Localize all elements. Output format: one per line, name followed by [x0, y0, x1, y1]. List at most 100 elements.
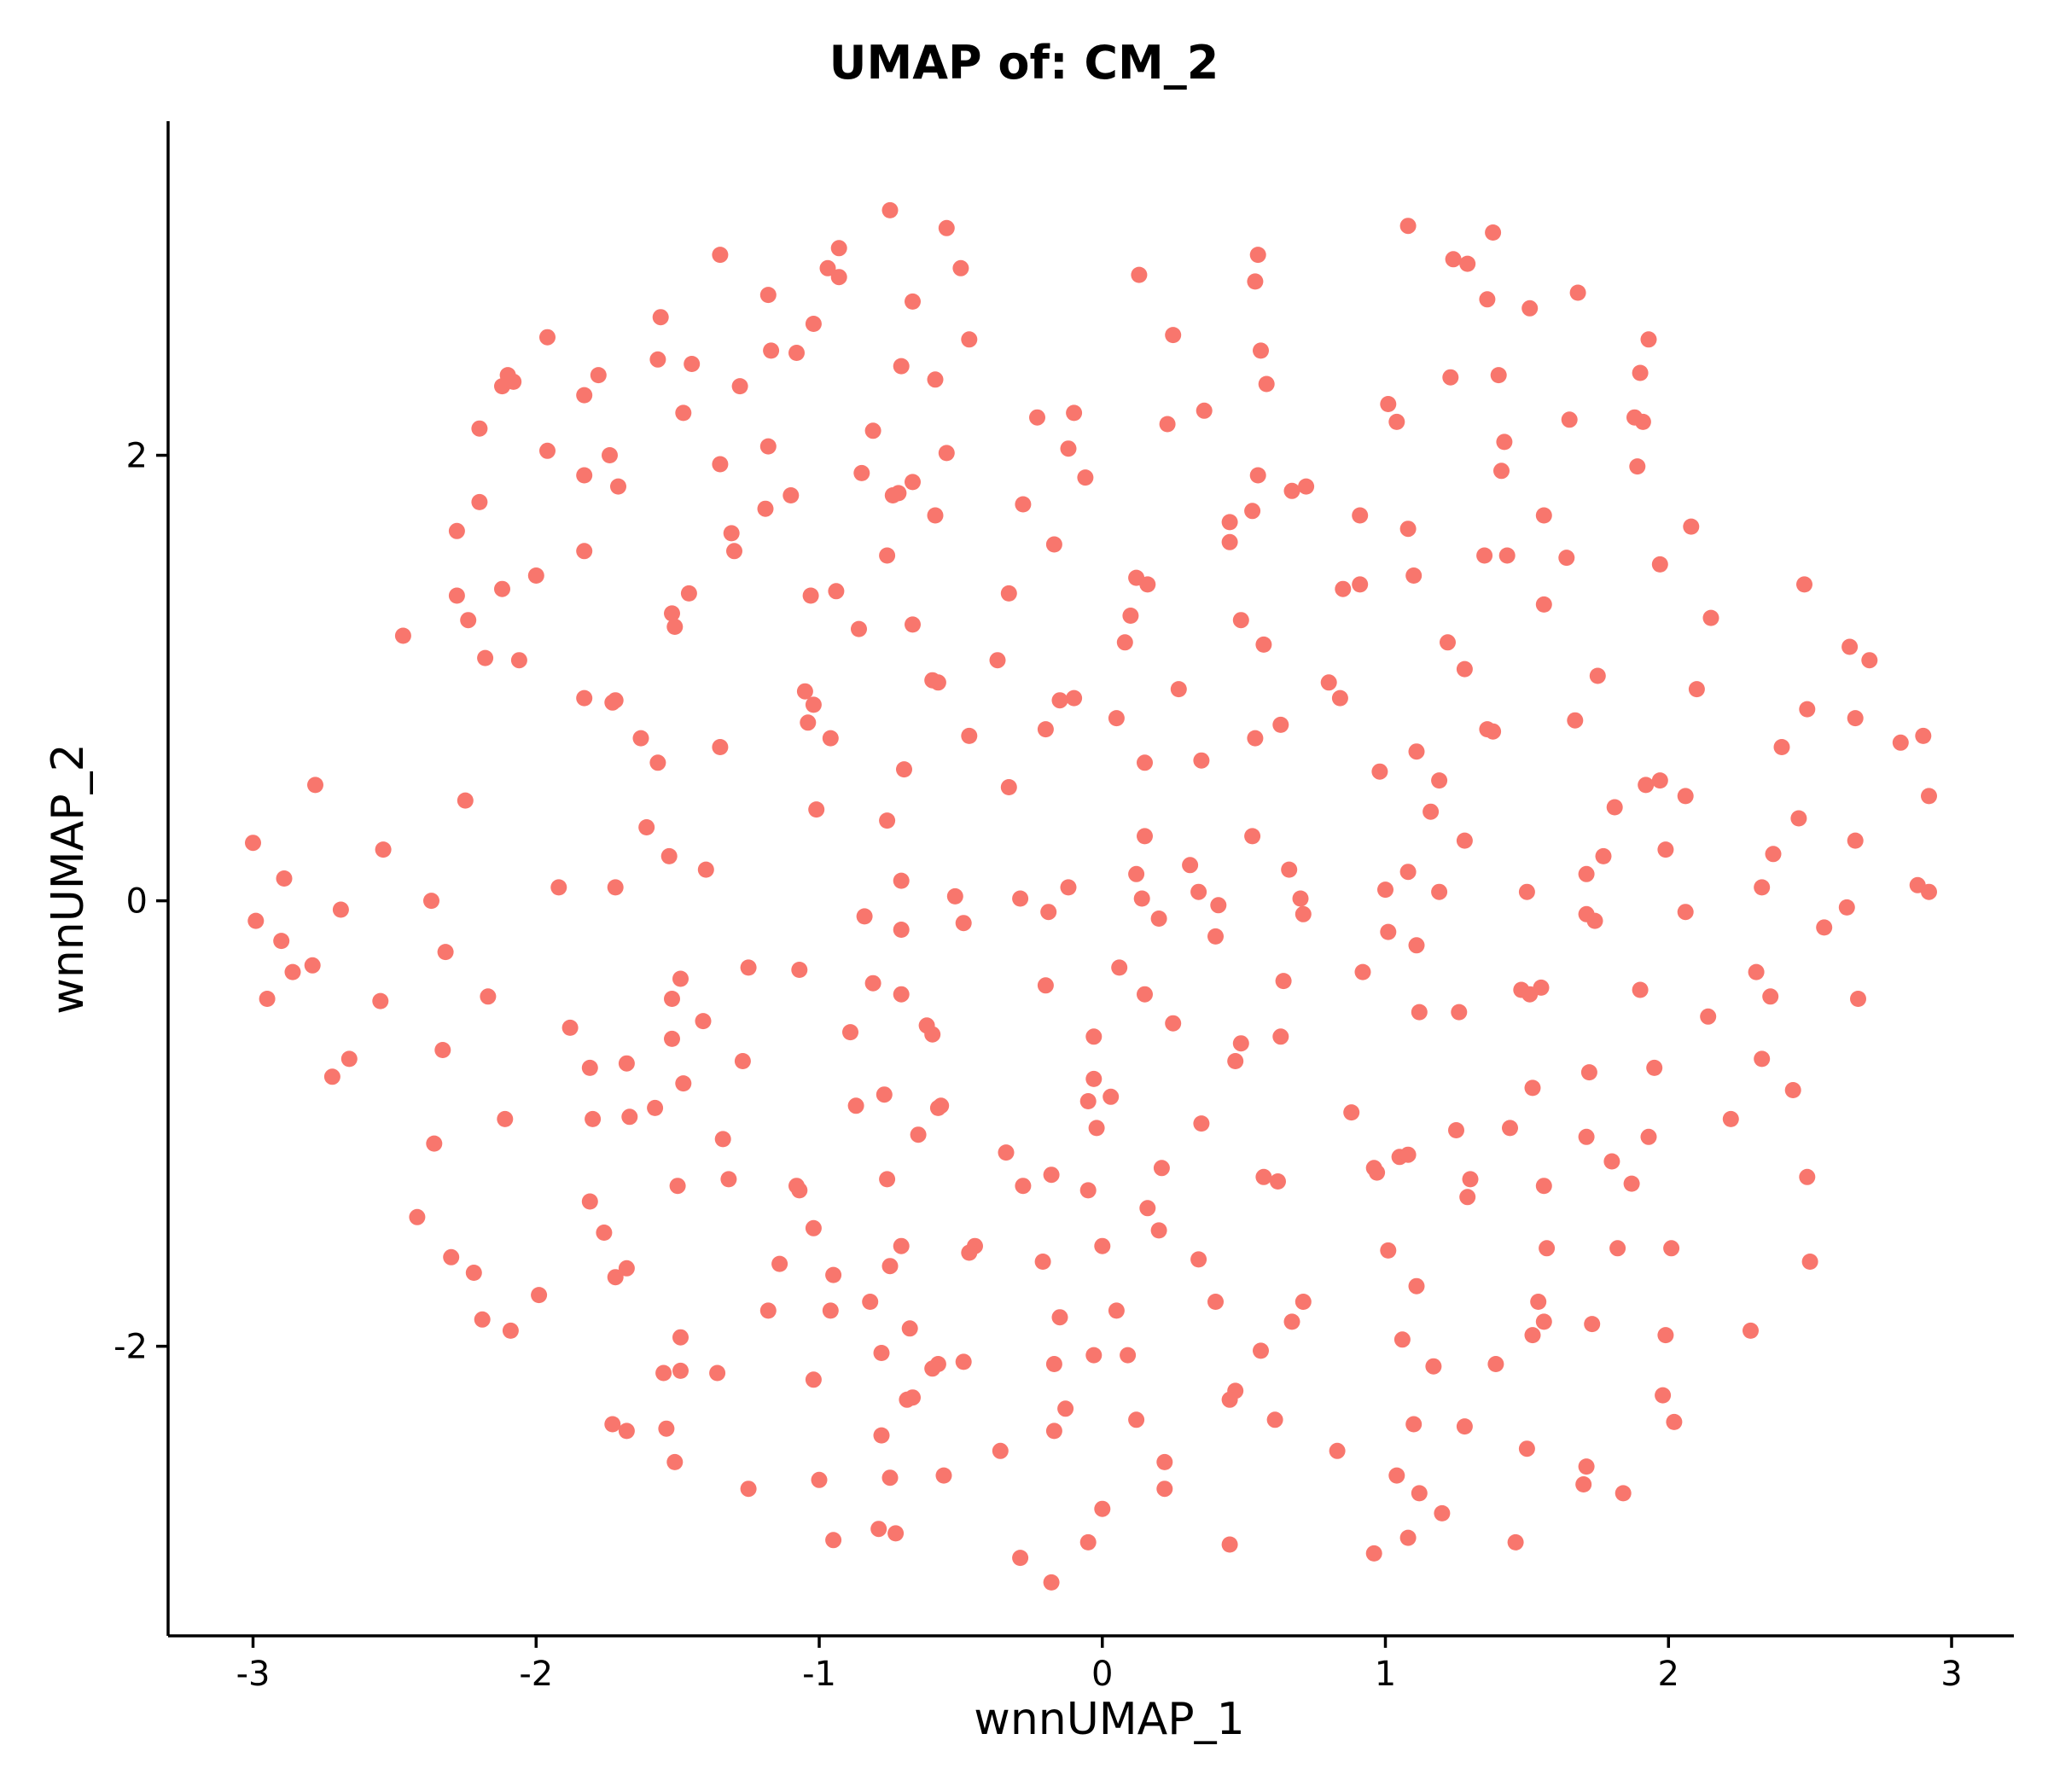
data-point: [1485, 723, 1502, 740]
data-point: [881, 201, 899, 218]
data-point: [1425, 1358, 1442, 1375]
data-point: [1431, 883, 1448, 900]
data-point: [434, 1042, 451, 1058]
data-point: [590, 367, 607, 384]
data-point: [1077, 469, 1094, 486]
data-point: [881, 1469, 899, 1487]
data-point: [1677, 904, 1694, 921]
data-point: [1539, 1240, 1556, 1257]
data-point: [712, 456, 729, 473]
data-point: [788, 345, 805, 361]
data-point: [1298, 478, 1315, 495]
data-point: [1411, 1485, 1428, 1502]
data-point: [664, 605, 680, 622]
data-point: [1535, 507, 1552, 524]
data-point: [1399, 1146, 1417, 1163]
data-point: [1799, 701, 1816, 718]
data-point: [952, 259, 969, 276]
data-point: [1915, 727, 1932, 744]
data-point: [621, 1108, 638, 1126]
data-point: [245, 835, 261, 852]
data-point: [1496, 433, 1513, 451]
data-point: [1801, 1254, 1818, 1270]
data-point: [1399, 1529, 1417, 1546]
data-point: [1535, 1313, 1552, 1330]
data-point: [1221, 1391, 1238, 1408]
data-point: [1037, 721, 1054, 738]
data-point: [672, 1362, 689, 1379]
data-point: [910, 1126, 927, 1143]
data-point: [1799, 1168, 1816, 1185]
data-point: [712, 739, 729, 755]
data-point: [1561, 411, 1578, 428]
data-point: [1365, 1545, 1382, 1562]
data-point: [864, 975, 881, 992]
data-point: [1615, 1485, 1632, 1502]
x-tick-label: 0: [1091, 1655, 1113, 1694]
data-point: [1128, 865, 1145, 882]
data-point: [607, 1269, 624, 1286]
data-point: [791, 962, 808, 978]
data-point: [802, 587, 819, 604]
data-point: [1456, 1418, 1473, 1435]
data-point: [1584, 1316, 1601, 1333]
data-point: [905, 293, 921, 310]
data-point: [1210, 897, 1227, 914]
data-point: [927, 371, 944, 388]
data-point: [1646, 1059, 1663, 1076]
data-point: [1485, 224, 1502, 241]
data-point: [788, 1178, 805, 1195]
data-point: [927, 507, 944, 524]
data-point: [1790, 810, 1807, 827]
x-tick-label: 2: [1658, 1655, 1679, 1694]
data-point: [709, 1364, 726, 1382]
data-point: [1524, 1327, 1541, 1344]
data-point: [731, 378, 748, 395]
data-point: [1841, 638, 1859, 655]
data-point: [1137, 986, 1153, 1003]
data-point: [881, 1258, 899, 1275]
data-point: [805, 316, 822, 332]
data-point: [1255, 636, 1272, 653]
data-point: [1578, 865, 1595, 882]
data-point: [1150, 1222, 1167, 1239]
data-point: [1108, 1302, 1125, 1319]
data-point: [672, 1329, 689, 1346]
data-point: [1445, 251, 1462, 268]
data-point: [1748, 963, 1765, 980]
data-point: [1892, 734, 1909, 751]
data-point: [1632, 981, 1649, 998]
data-point: [1921, 883, 1937, 900]
data-point: [1085, 1347, 1103, 1364]
data-point: [1380, 923, 1397, 940]
data-point: [1388, 413, 1405, 430]
data-point: [879, 547, 896, 564]
data-point: [1295, 905, 1312, 922]
data-point: [669, 1178, 686, 1195]
data-point: [1380, 396, 1397, 412]
x-tick-label: 1: [1375, 1655, 1396, 1694]
data-point: [664, 1030, 680, 1047]
data-point: [1479, 291, 1496, 308]
data-point: [905, 474, 921, 491]
data-point: [1249, 247, 1266, 264]
data-point: [1060, 879, 1077, 896]
data-point: [465, 1265, 482, 1281]
data-point: [992, 1442, 1009, 1459]
data-point: [695, 1013, 712, 1030]
data-point: [372, 992, 389, 1009]
data-point: [1743, 1322, 1759, 1339]
data-point: [938, 445, 955, 462]
chart-title: UMAP of: CM_2: [829, 36, 1219, 90]
data-point: [1423, 803, 1440, 820]
data-point: [1043, 1574, 1060, 1591]
data-point: [1683, 518, 1700, 535]
data-point: [1015, 1178, 1032, 1195]
data-point: [1575, 1476, 1592, 1492]
data-point: [1405, 567, 1423, 584]
data-point: [1784, 1082, 1801, 1098]
data-point: [828, 583, 845, 600]
data-point: [1371, 763, 1388, 780]
